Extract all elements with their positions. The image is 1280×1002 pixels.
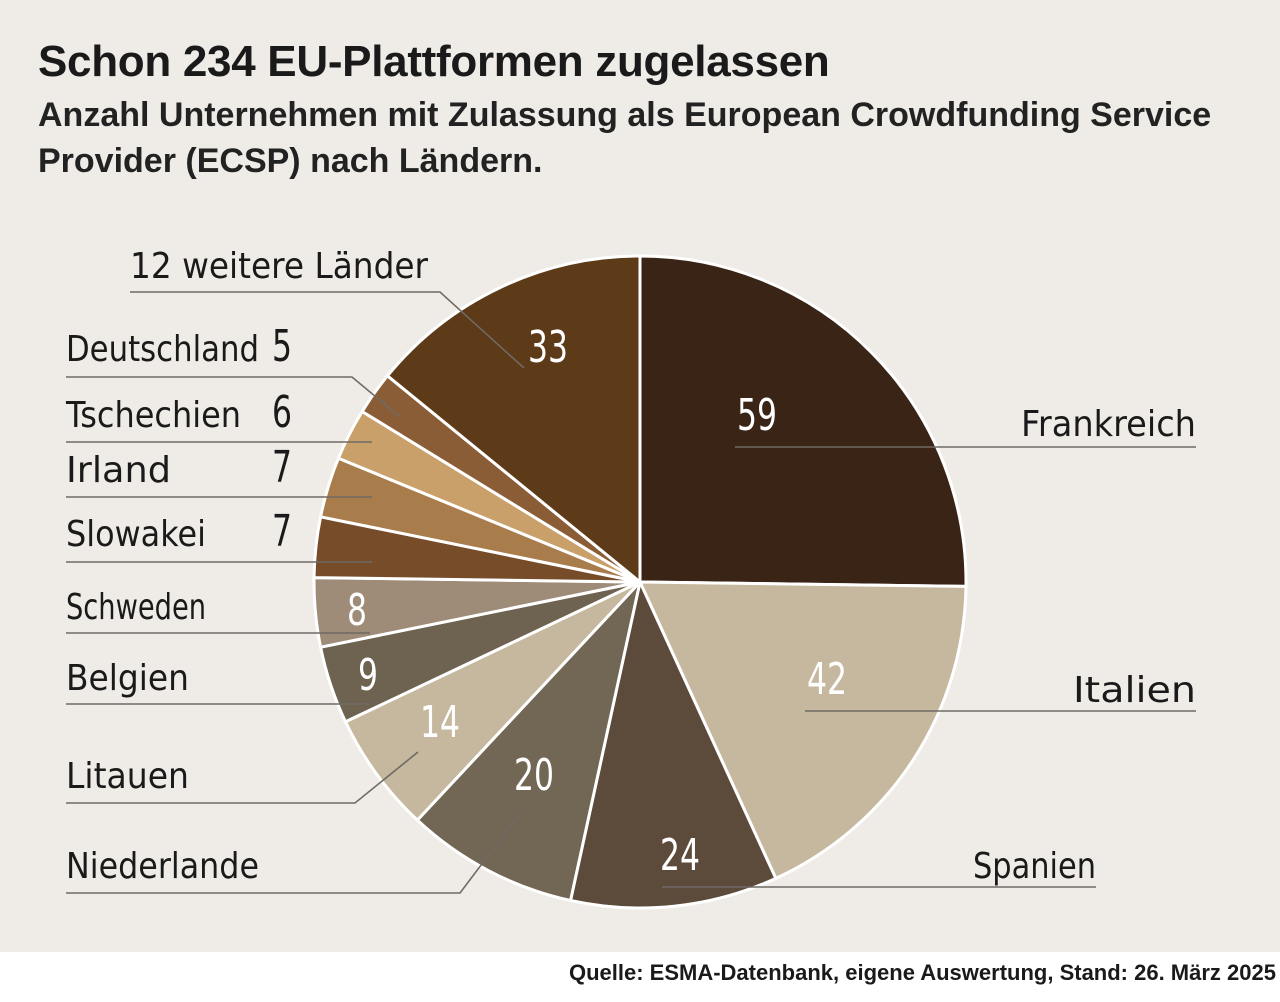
category-label-litauen: Litauen xyxy=(66,756,189,797)
value-label-italien: 42 xyxy=(807,654,847,705)
leader-line-niederlande xyxy=(66,811,522,894)
leader-line-deutschland xyxy=(66,376,401,418)
chart-header: Schon 234 EU-Plattformen zugelassen Anza… xyxy=(38,36,1238,184)
value-label-irland: 7 xyxy=(272,442,292,493)
pie-slice-12-weitere-laender xyxy=(385,254,642,584)
category-label-12-weitere-laender: 12 weitere Länder xyxy=(130,246,428,287)
leader-line-12-weitere-laender xyxy=(130,291,525,369)
pie-slice-italien xyxy=(638,580,968,880)
value-label-litauen: 14 xyxy=(420,697,460,748)
value-label-deutschland: 5 xyxy=(272,321,292,372)
value-label-spanien: 24 xyxy=(660,830,700,881)
pie-slice-niederlande xyxy=(415,580,642,903)
category-label-frankreich: Frankreich xyxy=(1021,404,1196,445)
value-label-slowakei: 7 xyxy=(272,506,292,557)
pie-slice-spanien xyxy=(569,580,778,910)
value-label-belgien: 9 xyxy=(358,650,378,701)
value-label-schweden: 8 xyxy=(347,585,367,636)
pie-slice-litauen xyxy=(343,580,642,822)
category-label-irland: Irland xyxy=(66,450,171,491)
category-label-belgien: Belgien xyxy=(66,658,189,699)
leader-lines xyxy=(66,291,1196,894)
value-label-frankreich: 59 xyxy=(737,390,777,441)
chart-title: Schon 234 EU-Plattformen zugelassen xyxy=(38,37,830,86)
category-label-niederlande: Niederlande xyxy=(66,846,259,887)
category-label-deutschland: Deutschland xyxy=(66,329,259,370)
value-label-tschechien: 6 xyxy=(272,387,292,438)
chart-subtitle: Anzahl Unternehmen mit Zulassung als Eur… xyxy=(38,96,1212,180)
footer-bar: Quelle: ESMA-Datenbank, eigene Auswertun… xyxy=(0,952,1280,1002)
pie-slice-frankreich xyxy=(638,254,968,588)
category-label-schweden: Schweden xyxy=(66,587,206,628)
value-label-12-weitere-laender: 33 xyxy=(528,322,568,373)
category-label-spanien: Spanien xyxy=(973,846,1096,887)
source-note: Quelle: ESMA-Datenbank, eigene Auswertun… xyxy=(568,960,1276,985)
category-label-tschechien: Tschechien xyxy=(65,395,241,436)
category-label-slowakei: Slowakei xyxy=(66,514,206,555)
pie-slices xyxy=(312,254,968,910)
value-label-niederlande: 20 xyxy=(514,750,554,801)
leader-line-litauen xyxy=(66,751,419,804)
category-label-italien: Italien xyxy=(1073,670,1196,711)
